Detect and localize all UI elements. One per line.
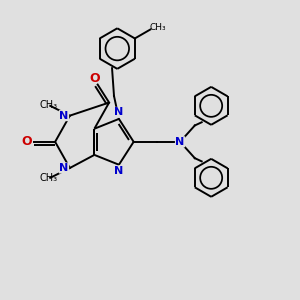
Text: CH₃: CH₃ xyxy=(40,100,58,110)
Text: CH₃: CH₃ xyxy=(40,173,58,184)
Text: CH₃: CH₃ xyxy=(149,23,166,32)
Text: N: N xyxy=(59,111,69,121)
Text: N: N xyxy=(114,107,124,117)
Text: N: N xyxy=(59,163,69,173)
Text: N: N xyxy=(114,166,124,176)
Text: O: O xyxy=(89,71,100,85)
Text: O: O xyxy=(21,135,32,148)
Text: N: N xyxy=(176,137,185,147)
